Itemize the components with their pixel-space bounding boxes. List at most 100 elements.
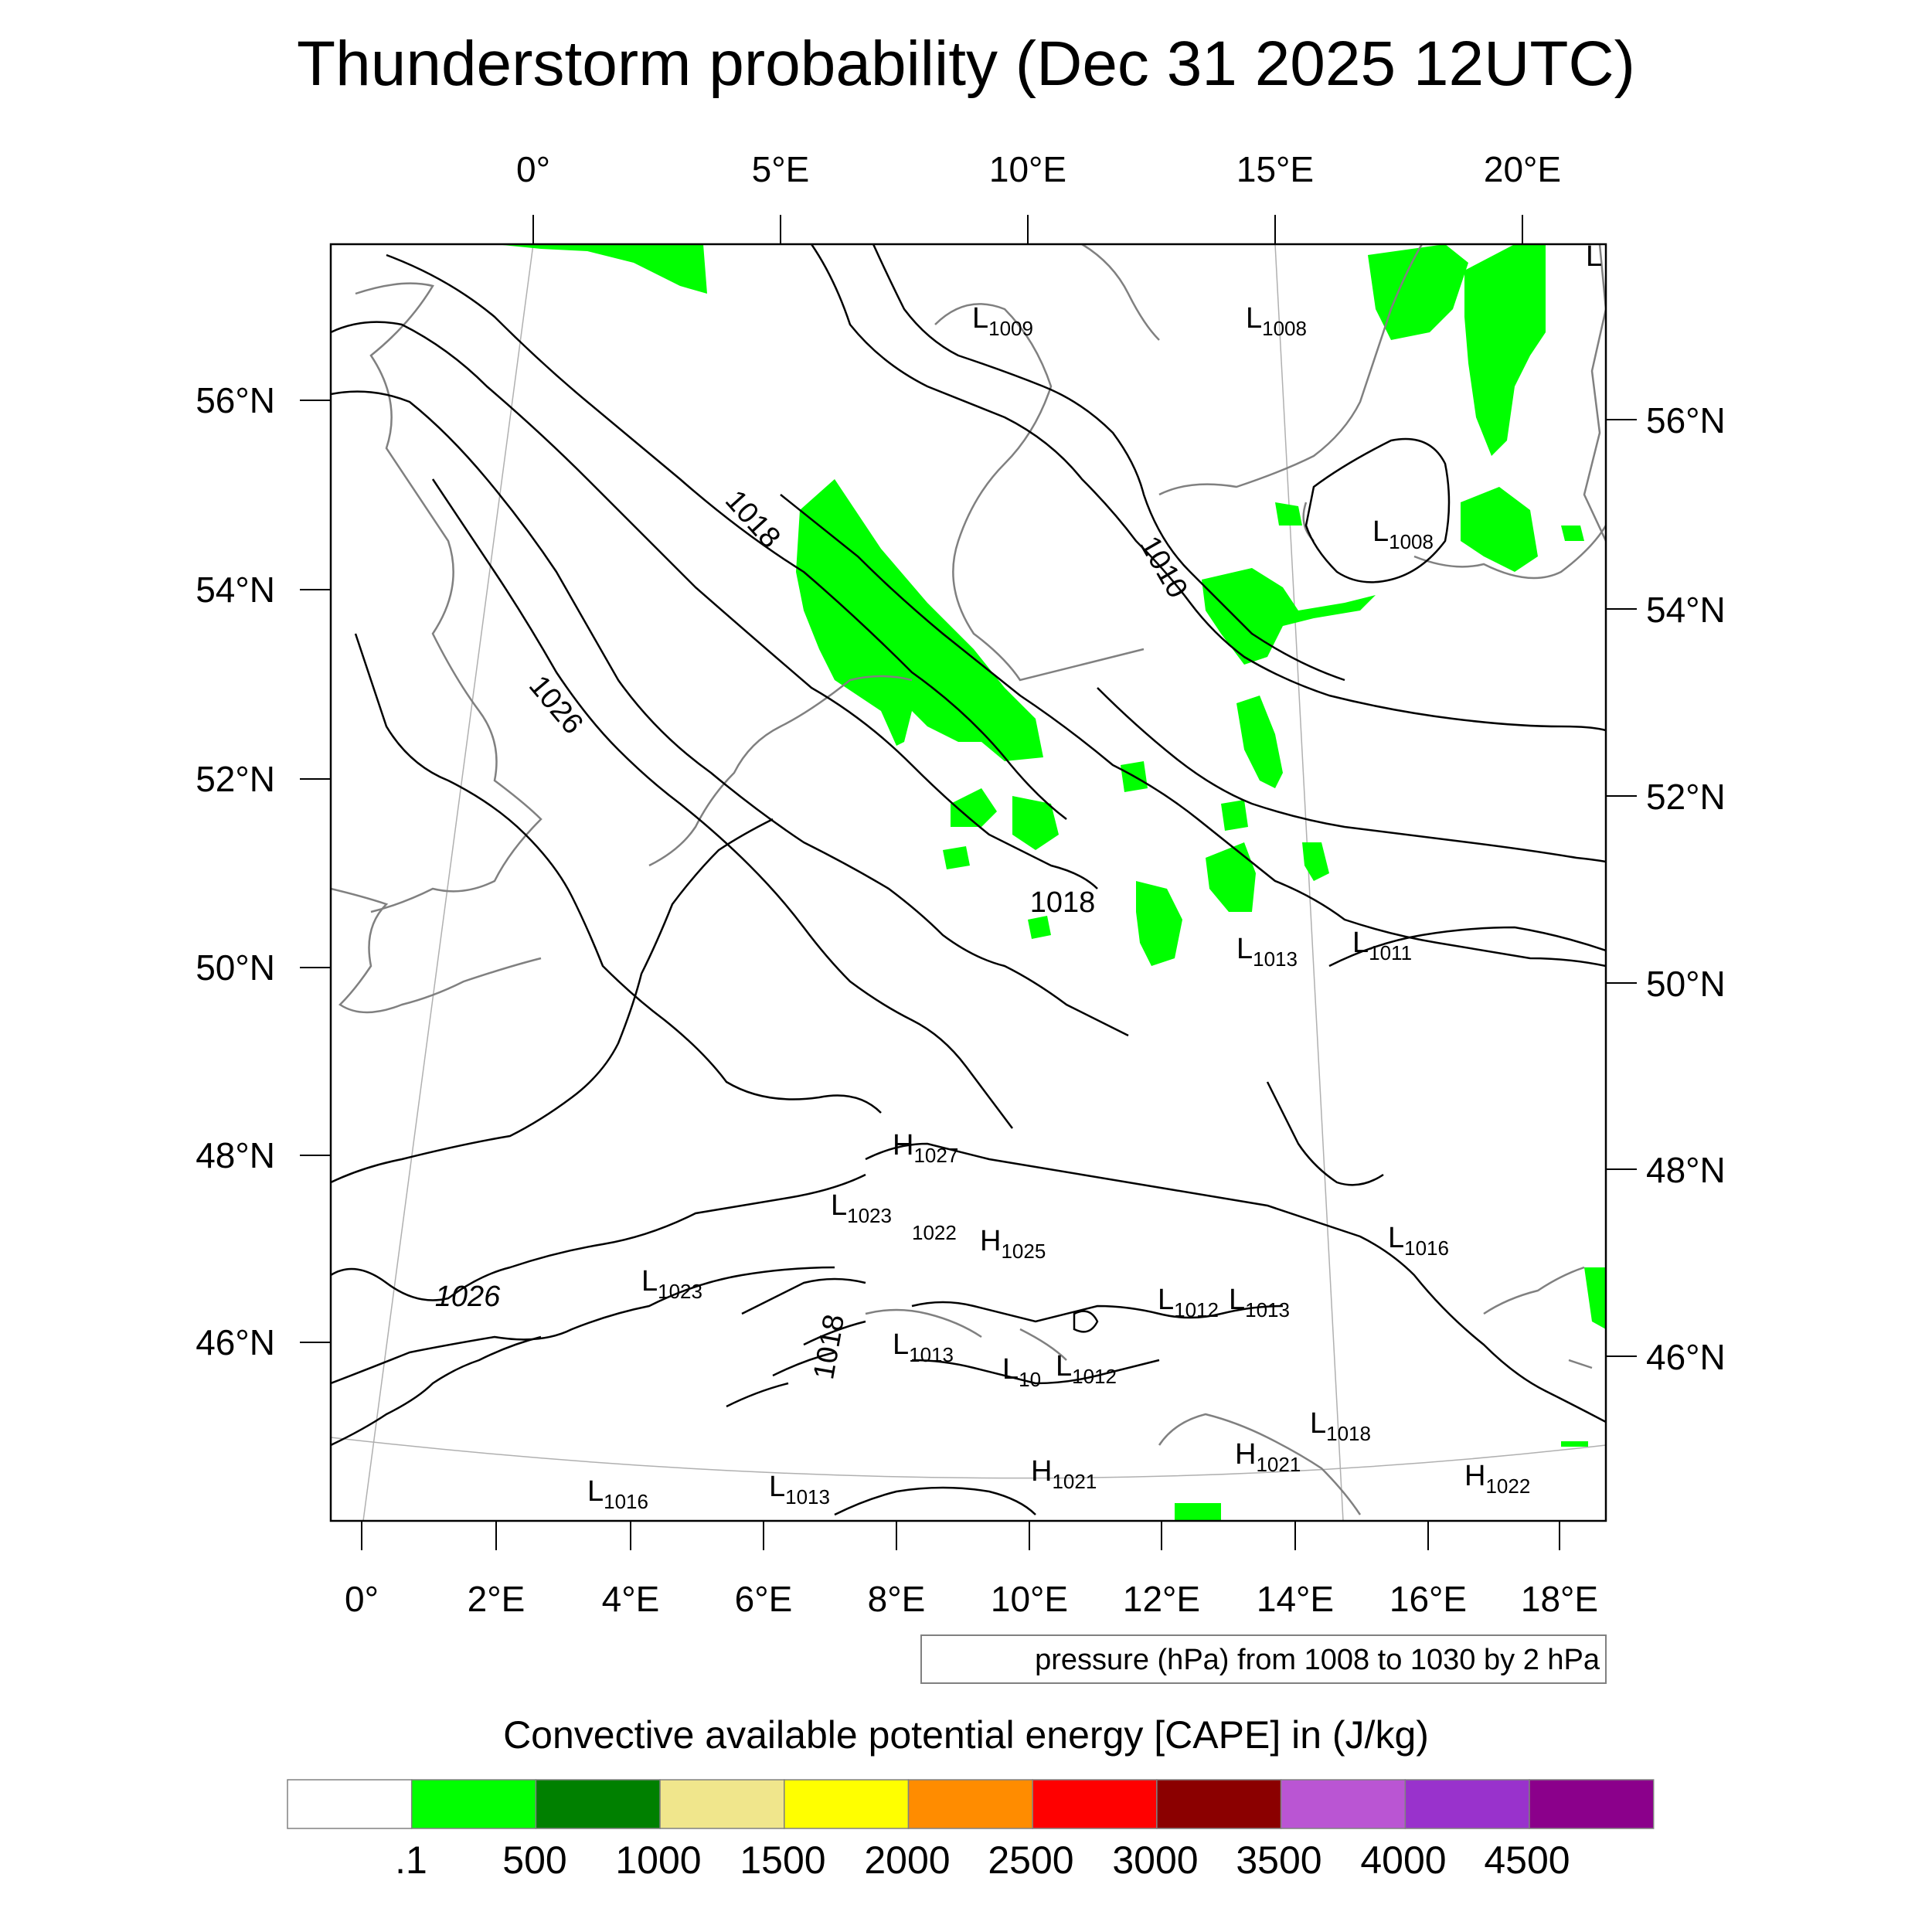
bottom-lon-label: 14°E [1257,1579,1334,1619]
pressure-centers: L1009 L1008 L L1008 L1013 L1011 H1027 L1… [587,240,1602,1513]
cape-area [1464,244,1546,456]
pressure-center-marker: L1016 [587,1475,648,1513]
isobar [386,253,1067,820]
pressure-center-marker: H1025 [980,1225,1046,1263]
pressure-center-marker: L1013 [1229,1284,1290,1321]
pressure-center-marker: L1016 [1388,1222,1449,1260]
top-lon-label: 10°E [989,149,1066,189]
isobar [431,478,1014,1129]
pressure-center-marker: L1018 [1310,1407,1371,1445]
cape-area [1561,526,1584,541]
isobar [1328,926,1606,968]
bottom-longitude-axis: 0° 2°E 4°E 6°E 8°E 10°E 12°E 14°E 16°E 1… [345,1521,1598,1619]
isobar [1097,687,1606,863]
parallel-line [331,1437,1606,1479]
pressure-center-marker: L1012 [1056,1350,1117,1388]
top-lon-label: 0° [516,149,550,189]
isobar [331,390,1129,1037]
pressure-center-marker: H1022 [1464,1460,1530,1498]
legend-swatch [907,1779,1033,1829]
isobar [331,321,1098,889]
top-longitude-axis: 0° 5°E 10°E 15°E 20°E [516,149,1561,244]
isobar [331,1266,835,1385]
coastline [865,1308,1067,1361]
bottom-lon-label: 18°E [1521,1579,1598,1619]
bottom-lon-label: 16°E [1389,1579,1467,1619]
legend-label: 4000 [1360,1838,1446,1882]
coastline [355,282,543,913]
right-lat-label: 46°N [1646,1337,1726,1377]
left-lat-label: 46°N [196,1322,275,1362]
isobar [1073,1310,1099,1333]
bottom-lon-label: 0° [345,1579,379,1619]
legend-swatch [410,1779,537,1829]
map-title: Thunderstorm probability (Dec 31 2025 12… [297,29,1635,99]
map-frame [329,243,1607,1522]
coastline [1158,1413,1362,1515]
isobar [354,633,882,1114]
legend-swatch [1032,1779,1158,1829]
map-panel: 1018 1010 1026 1018 1026 1018 L1009 L100… [331,240,1606,1521]
coastlines [331,244,1606,1515]
right-lat-label: 50°N [1646,964,1726,1004]
cape-area [1206,842,1256,912]
left-lat-label: 56°N [196,380,275,420]
pressure-center-marker: 1022 [912,1221,957,1244]
pressure-center-marker: L1009 [972,302,1033,340]
cape-area [1561,1441,1588,1447]
coastline [648,675,913,867]
graticule [331,244,1606,1521]
isobar [1304,437,1451,583]
legend-swatch [659,1779,785,1829]
legend-swatch [1156,1779,1282,1829]
top-lon-label: 5°E [752,149,810,189]
cape-area [1302,842,1329,881]
cape-area [1136,881,1182,966]
left-lat-label: 50°N [196,947,275,988]
pressure-center-marker: L1023 [831,1189,892,1227]
cape-area [943,846,970,869]
isobar [810,244,1606,732]
pressure-center-marker: L1008 [1372,515,1434,553]
coastline [1583,244,1606,542]
coastline [331,887,542,1014]
isobar [865,1142,1606,1423]
cape-area [495,244,707,294]
pressure-center-marker: L [1586,240,1602,273]
coastline [1081,244,1160,341]
meridian-line [362,244,534,1521]
legend-swatch [1280,1779,1406,1829]
legend-swatch [784,1779,910,1829]
contour-info-text: pressure (hPa) from 1008 to 1030 by 2 hP… [1035,1644,1600,1676]
cape-area [1202,568,1376,665]
cape-area [1275,502,1302,526]
legend-swatch [1404,1779,1530,1829]
isobar-label: 1018 [1030,886,1096,919]
isobar [834,1486,1036,1516]
legend-label: .1 [395,1838,427,1882]
legend-label: 2000 [864,1838,950,1882]
isobar [331,1173,866,1301]
pressure-center-marker: L1013 [1236,933,1298,971]
pressure-center-marker: H1021 [1235,1438,1301,1476]
isobar-label: 1026 [435,1281,501,1313]
legend-label: 500 [502,1838,566,1882]
cape-area [951,788,997,827]
isobars [331,244,1606,1516]
isobar [331,1335,542,1447]
meridian-line [1274,244,1344,1521]
top-lon-label: 15°E [1236,149,1314,189]
pressure-center-marker: H1021 [1031,1455,1097,1493]
coastline [934,303,1145,682]
isobar [911,1301,1284,1323]
legend-label: 1000 [615,1838,701,1882]
left-lat-label: 54°N [196,570,275,610]
right-lat-label: 52°N [1646,777,1726,817]
isobar [872,244,1345,682]
bottom-lon-label: 12°E [1123,1579,1200,1619]
pressure-center-marker: L1008 [1246,302,1307,340]
cape-area [1461,487,1538,572]
map-background [331,244,1606,1521]
bottom-lon-label: 2°E [468,1579,526,1619]
pressure-center-marker: H1027 [893,1129,958,1167]
